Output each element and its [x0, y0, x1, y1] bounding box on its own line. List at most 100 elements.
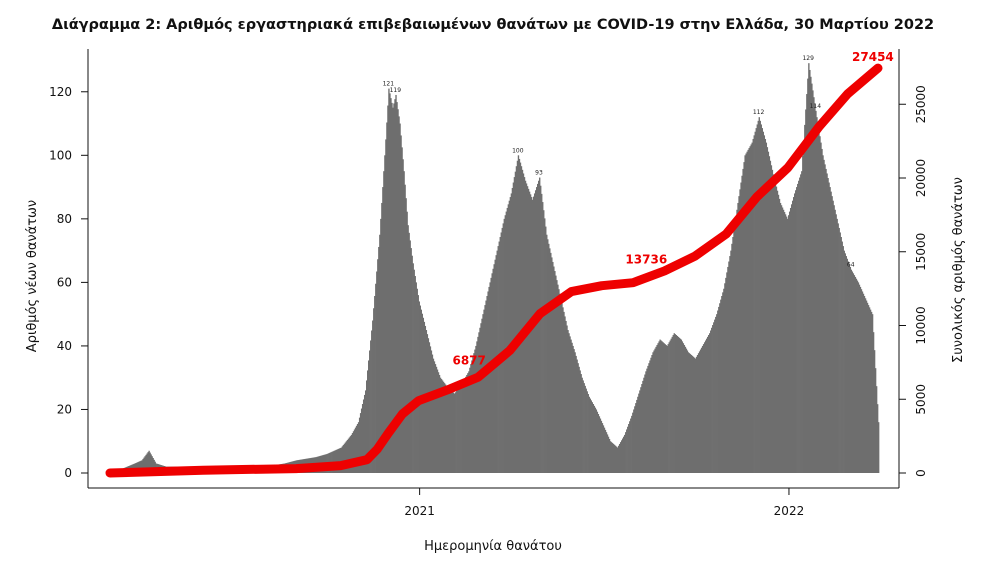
daily-deaths-bar	[847, 261, 849, 473]
daily-deaths-bar	[739, 189, 741, 473]
daily-deaths-bar	[690, 355, 693, 473]
daily-deaths-bar	[701, 345, 704, 473]
daily-deaths-bar	[357, 422, 360, 473]
daily-deaths-bar	[841, 241, 843, 473]
daily-deaths-bar	[868, 307, 871, 473]
daily-deaths-bar	[579, 370, 581, 473]
daily-deaths-bar	[713, 322, 715, 473]
y2-tick-label: 0	[914, 469, 928, 477]
daily-deaths-bar	[418, 301, 420, 473]
daily-deaths-bar	[439, 377, 442, 473]
daily-deaths-bar	[827, 178, 829, 473]
daily-deaths-bar	[800, 174, 802, 473]
daily-deaths-bar	[661, 341, 663, 473]
daily-deaths-bar	[753, 135, 755, 473]
daily-deaths-bar	[663, 343, 665, 473]
daily-deaths-bar	[566, 325, 568, 473]
daily-deaths-bar	[627, 426, 629, 473]
daily-deaths-bar	[568, 333, 570, 473]
daily-deaths-bar	[567, 330, 569, 473]
daily-deaths-bar	[709, 333, 711, 473]
daily-deaths-bar	[780, 205, 783, 474]
daily-deaths-bar	[821, 148, 823, 473]
daily-deaths-bar	[638, 393, 640, 473]
daily-deaths-bar	[695, 356, 698, 473]
daily-deaths-bar	[714, 319, 716, 473]
daily-deaths-bar	[340, 447, 343, 473]
daily-deaths-bar	[679, 338, 682, 473]
daily-deaths-bar	[448, 389, 451, 473]
daily-deaths-bar	[854, 276, 857, 473]
daily-deaths-bar	[412, 263, 414, 473]
daily-deaths-bar	[509, 197, 512, 473]
daily-deaths-bar	[622, 438, 624, 473]
x-tick-label: 2022	[774, 504, 805, 518]
y-axis-title: Αριθμός νέων θανάτων	[25, 200, 40, 352]
daily-deaths-bar	[436, 369, 439, 473]
x-tick-label: 2021	[404, 504, 435, 518]
daily-deaths-bar	[151, 456, 153, 473]
daily-deaths-bar	[437, 372, 440, 473]
daily-deaths-bar	[479, 327, 481, 473]
daily-deaths-bar	[415, 282, 417, 473]
daily-deaths-bar	[875, 386, 878, 473]
y-tick-label: 120	[49, 85, 72, 99]
daily-deaths-bar	[831, 196, 833, 473]
daily-deaths-bar	[451, 390, 453, 473]
daily-deaths-bar	[502, 223, 504, 473]
daily-deaths-bar	[668, 342, 670, 473]
daily-deaths-bar	[687, 352, 690, 473]
daily-deaths-bar	[826, 173, 828, 473]
daily-deaths-bar	[508, 200, 511, 473]
daily-deaths-bar	[459, 386, 461, 473]
daily-deaths-bar	[397, 109, 399, 474]
daily-deaths-bar	[506, 207, 509, 473]
daily-deaths-bar	[377, 259, 379, 473]
daily-deaths-bar	[765, 142, 768, 473]
daily-deaths-bar	[389, 93, 391, 474]
y2-tick-label: 10000	[914, 306, 928, 344]
daily-deaths-bar	[676, 335, 678, 473]
daily-deaths-bar	[356, 423, 359, 473]
daily-deaths-bar	[757, 120, 759, 473]
daily-deaths-bar	[609, 441, 612, 473]
daily-deaths-bar	[767, 151, 770, 473]
daily-deaths-bar	[844, 253, 846, 473]
peak-value-label: 64	[847, 262, 855, 269]
daily-deaths-bar	[703, 342, 706, 473]
daily-deaths-bar	[746, 151, 748, 473]
daily-deaths-bar	[411, 255, 413, 473]
daily-deaths-bar	[818, 129, 820, 473]
daily-deaths-bar	[343, 443, 346, 473]
daily-deaths-bar	[777, 194, 780, 474]
daily-deaths-bar	[652, 352, 654, 473]
daily-deaths-bar	[591, 402, 593, 473]
daily-deaths-bar	[793, 197, 795, 473]
daily-deaths-bar	[742, 168, 744, 474]
daily-deaths-bar	[561, 302, 563, 473]
daily-deaths-bar	[369, 350, 371, 473]
daily-deaths-bar	[675, 335, 677, 473]
daily-deaths-bar	[849, 266, 852, 473]
daily-deaths-bar	[716, 314, 718, 473]
daily-deaths-bar	[146, 453, 148, 473]
daily-deaths-bar	[546, 234, 548, 473]
daily-deaths-bar	[734, 223, 736, 473]
daily-deaths-bar	[443, 383, 446, 473]
daily-deaths-bar	[724, 283, 726, 473]
daily-deaths-bar	[671, 336, 673, 473]
daily-deaths-bar	[666, 345, 668, 473]
daily-deaths-bar	[843, 250, 845, 473]
daily-deaths-bar	[730, 250, 732, 473]
daily-deaths-bar	[570, 339, 572, 473]
daily-deaths-bar	[856, 280, 859, 473]
daily-deaths-bar	[380, 218, 382, 473]
daily-deaths-bar	[153, 459, 155, 473]
daily-deaths-bar	[416, 288, 418, 473]
daily-deaths-bar	[404, 184, 406, 473]
daily-deaths-bar	[684, 346, 687, 473]
daily-deaths-bar	[388, 88, 390, 473]
daily-deaths-bar	[866, 302, 869, 473]
daily-deaths-bar	[336, 449, 339, 473]
daily-deaths-bar	[631, 415, 633, 473]
